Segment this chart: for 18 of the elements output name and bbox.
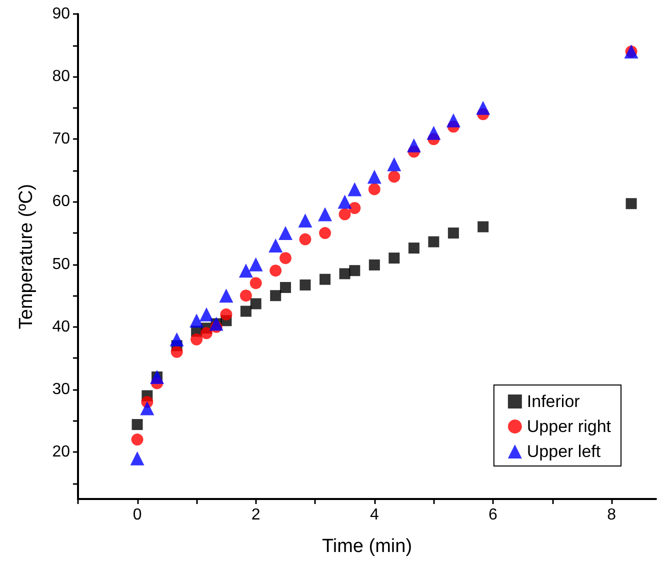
legend-label: Inferior xyxy=(526,392,580,411)
x-axis-title: Time (min) xyxy=(322,536,412,557)
y-tick-label: 50 xyxy=(52,256,70,273)
y-tick-label: 30 xyxy=(52,380,70,398)
legend-label: Upper right xyxy=(526,417,612,436)
y-tick-label: 40 xyxy=(52,318,70,336)
y-tick-label: 20 xyxy=(52,444,70,461)
x-tick-label: 0 xyxy=(132,506,142,524)
y-tick-label: 90 xyxy=(52,6,70,22)
y-tick-label: 70 xyxy=(52,130,70,148)
x-tick-label: 4 xyxy=(370,506,379,524)
x-tick-label: 2 xyxy=(251,506,260,524)
y-tick-label: 60 xyxy=(52,193,70,210)
legend-label: Upper left xyxy=(526,442,601,461)
x-tick-label: 8 xyxy=(607,506,616,524)
y-axis-title: Temperature (ºC) xyxy=(16,184,37,330)
y-tick-label: 80 xyxy=(52,68,70,86)
x-tick-label: 6 xyxy=(488,506,498,524)
